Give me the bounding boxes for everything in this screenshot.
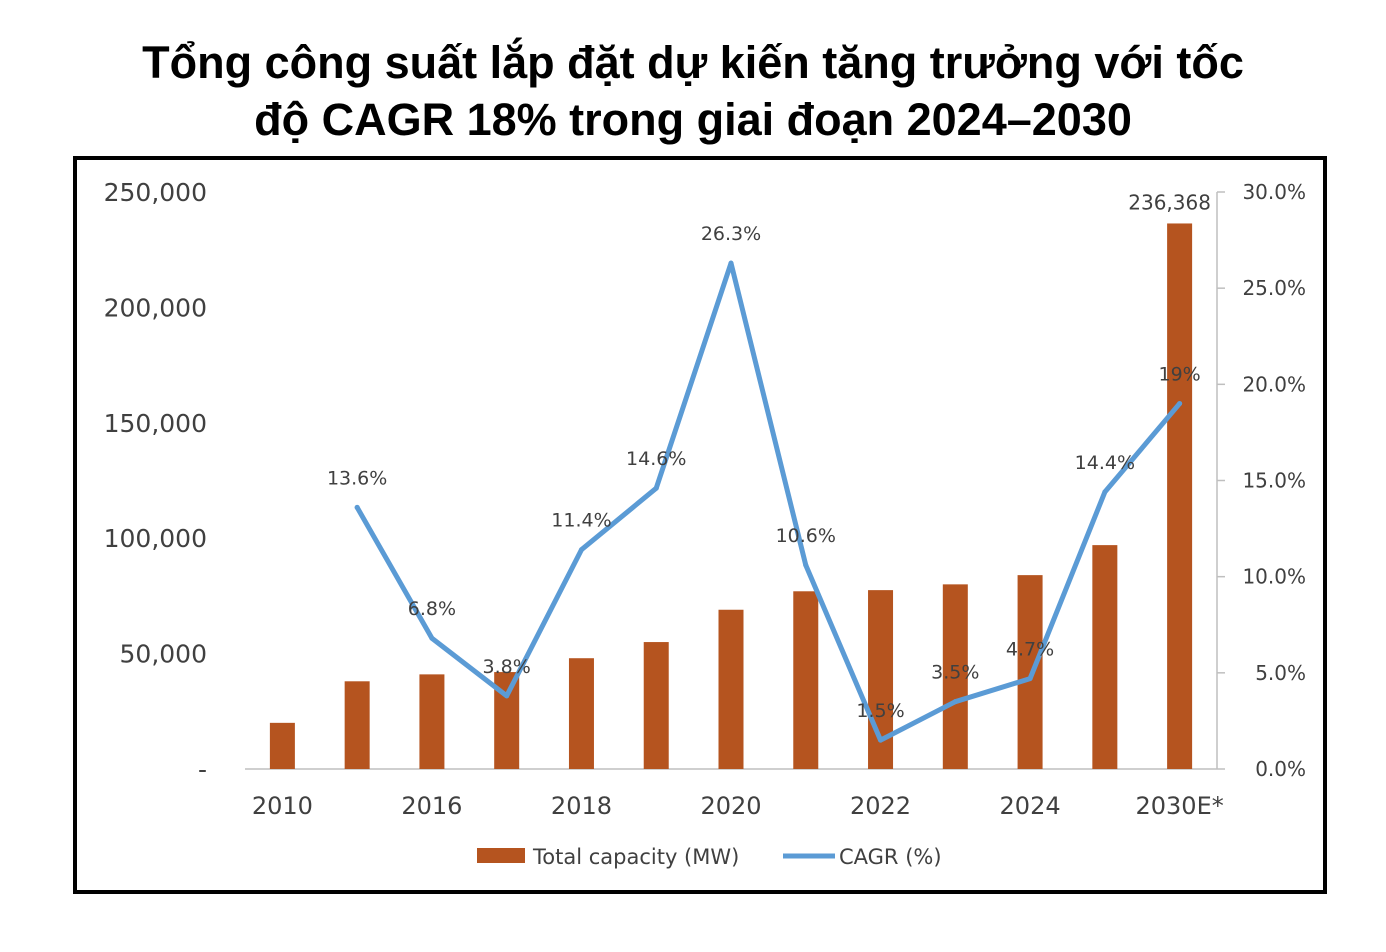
bar-2021 [793, 591, 819, 769]
cagr-point-2022 [878, 737, 884, 743]
x-tick-label: 2018 [551, 792, 612, 820]
combo-chart: - 50,000 100,000 150,000 200,000 250,000 0.0% 5… [104, 178, 1306, 869]
bar-2020 [718, 609, 744, 769]
bar-2010 [269, 722, 295, 769]
x-tick-label: 2030E* [1135, 792, 1223, 820]
y-left-tick-label: 100,000 [104, 524, 207, 553]
title-line-1: Tổng công suất lắp đặt dự kiến tăng trưở… [142, 37, 1244, 88]
chart-frame: - 50,000 100,000 150,000 200,000 250,000 0.0% 5… [73, 156, 1327, 894]
line-data-label: 10.6% [776, 525, 836, 547]
cagr-point-2025 [1102, 489, 1108, 495]
bar-2016 [419, 674, 445, 769]
cagr-point-2016 [429, 635, 435, 641]
bar-2015 [344, 681, 370, 769]
line-data-label: 14.6% [626, 448, 686, 470]
cagr-point-2019 [653, 485, 659, 491]
cagr-point-2015 [354, 504, 360, 510]
line-data-label: 1.5% [856, 700, 904, 722]
line-data-label: 13.6% [327, 467, 387, 489]
bar-2018 [568, 658, 594, 769]
y-right-tick-label: 5.0% [1255, 661, 1306, 685]
x-tick-label: 2010 [252, 792, 313, 820]
y-left-tick-label: 150,000 [104, 409, 207, 438]
y-right-tick-label: 15.0% [1242, 469, 1306, 493]
line-data-label: 4.7% [1006, 639, 1054, 661]
cagr-point-2030E* [1177, 401, 1183, 407]
cagr-point-2021 [803, 562, 809, 568]
line-data-label: 6.8% [408, 598, 456, 620]
line-data-label: 14.4% [1075, 452, 1135, 474]
x-tick-label: 2020 [700, 792, 761, 820]
cagr-point-2024 [1027, 676, 1033, 682]
title-line-2: độ CAGR 18% trong giai đoạn 2024–2030 [254, 94, 1132, 145]
legend-swatch-capacity [477, 848, 525, 863]
line-data-label: 19% [1158, 364, 1200, 386]
legend-label-cagr: CAGR (%) [839, 845, 942, 869]
y-left-tick-label: 250,000 [104, 178, 207, 207]
y-right-tick-label: 0.0% [1255, 757, 1306, 781]
chart-title: Tổng công suất lắp đặt dự kiến tăng trưở… [0, 34, 1386, 148]
line-data-label: 3.8% [483, 656, 531, 678]
cagr-point-2023 [952, 699, 958, 705]
y-right-tick-label: 30.0% [1242, 180, 1306, 204]
y-right-tick-label: 10.0% [1242, 565, 1306, 589]
line-data-label: 3.5% [931, 662, 979, 684]
y-left-tick-label: 50,000 [120, 640, 207, 669]
y-right-tick-label: 20.0% [1242, 372, 1306, 396]
y-right-tick-label: 25.0% [1242, 276, 1306, 300]
x-tick-label: 2024 [1000, 792, 1061, 820]
x-tick-label: 2016 [401, 792, 462, 820]
bar-2023 [942, 584, 968, 769]
bar-2019 [643, 642, 669, 769]
line-data-label: 11.4% [551, 510, 611, 532]
y-left-tick-label: - [198, 755, 207, 784]
line-data-label: 26.3% [701, 223, 761, 245]
legend-label-capacity: Total capacity (MW) [532, 845, 739, 869]
bar-2025 [1092, 545, 1118, 769]
cagr-point-2018 [578, 547, 584, 553]
bar-data-label: 236,368 [1128, 190, 1211, 214]
x-tick-label: 2022 [850, 792, 911, 820]
cagr-point-2017 [504, 693, 510, 699]
cagr-point-2020 [728, 260, 734, 266]
cagr-line [354, 260, 1183, 743]
bar-2030E* [1167, 223, 1193, 769]
y-left-tick-label: 200,000 [104, 293, 207, 322]
